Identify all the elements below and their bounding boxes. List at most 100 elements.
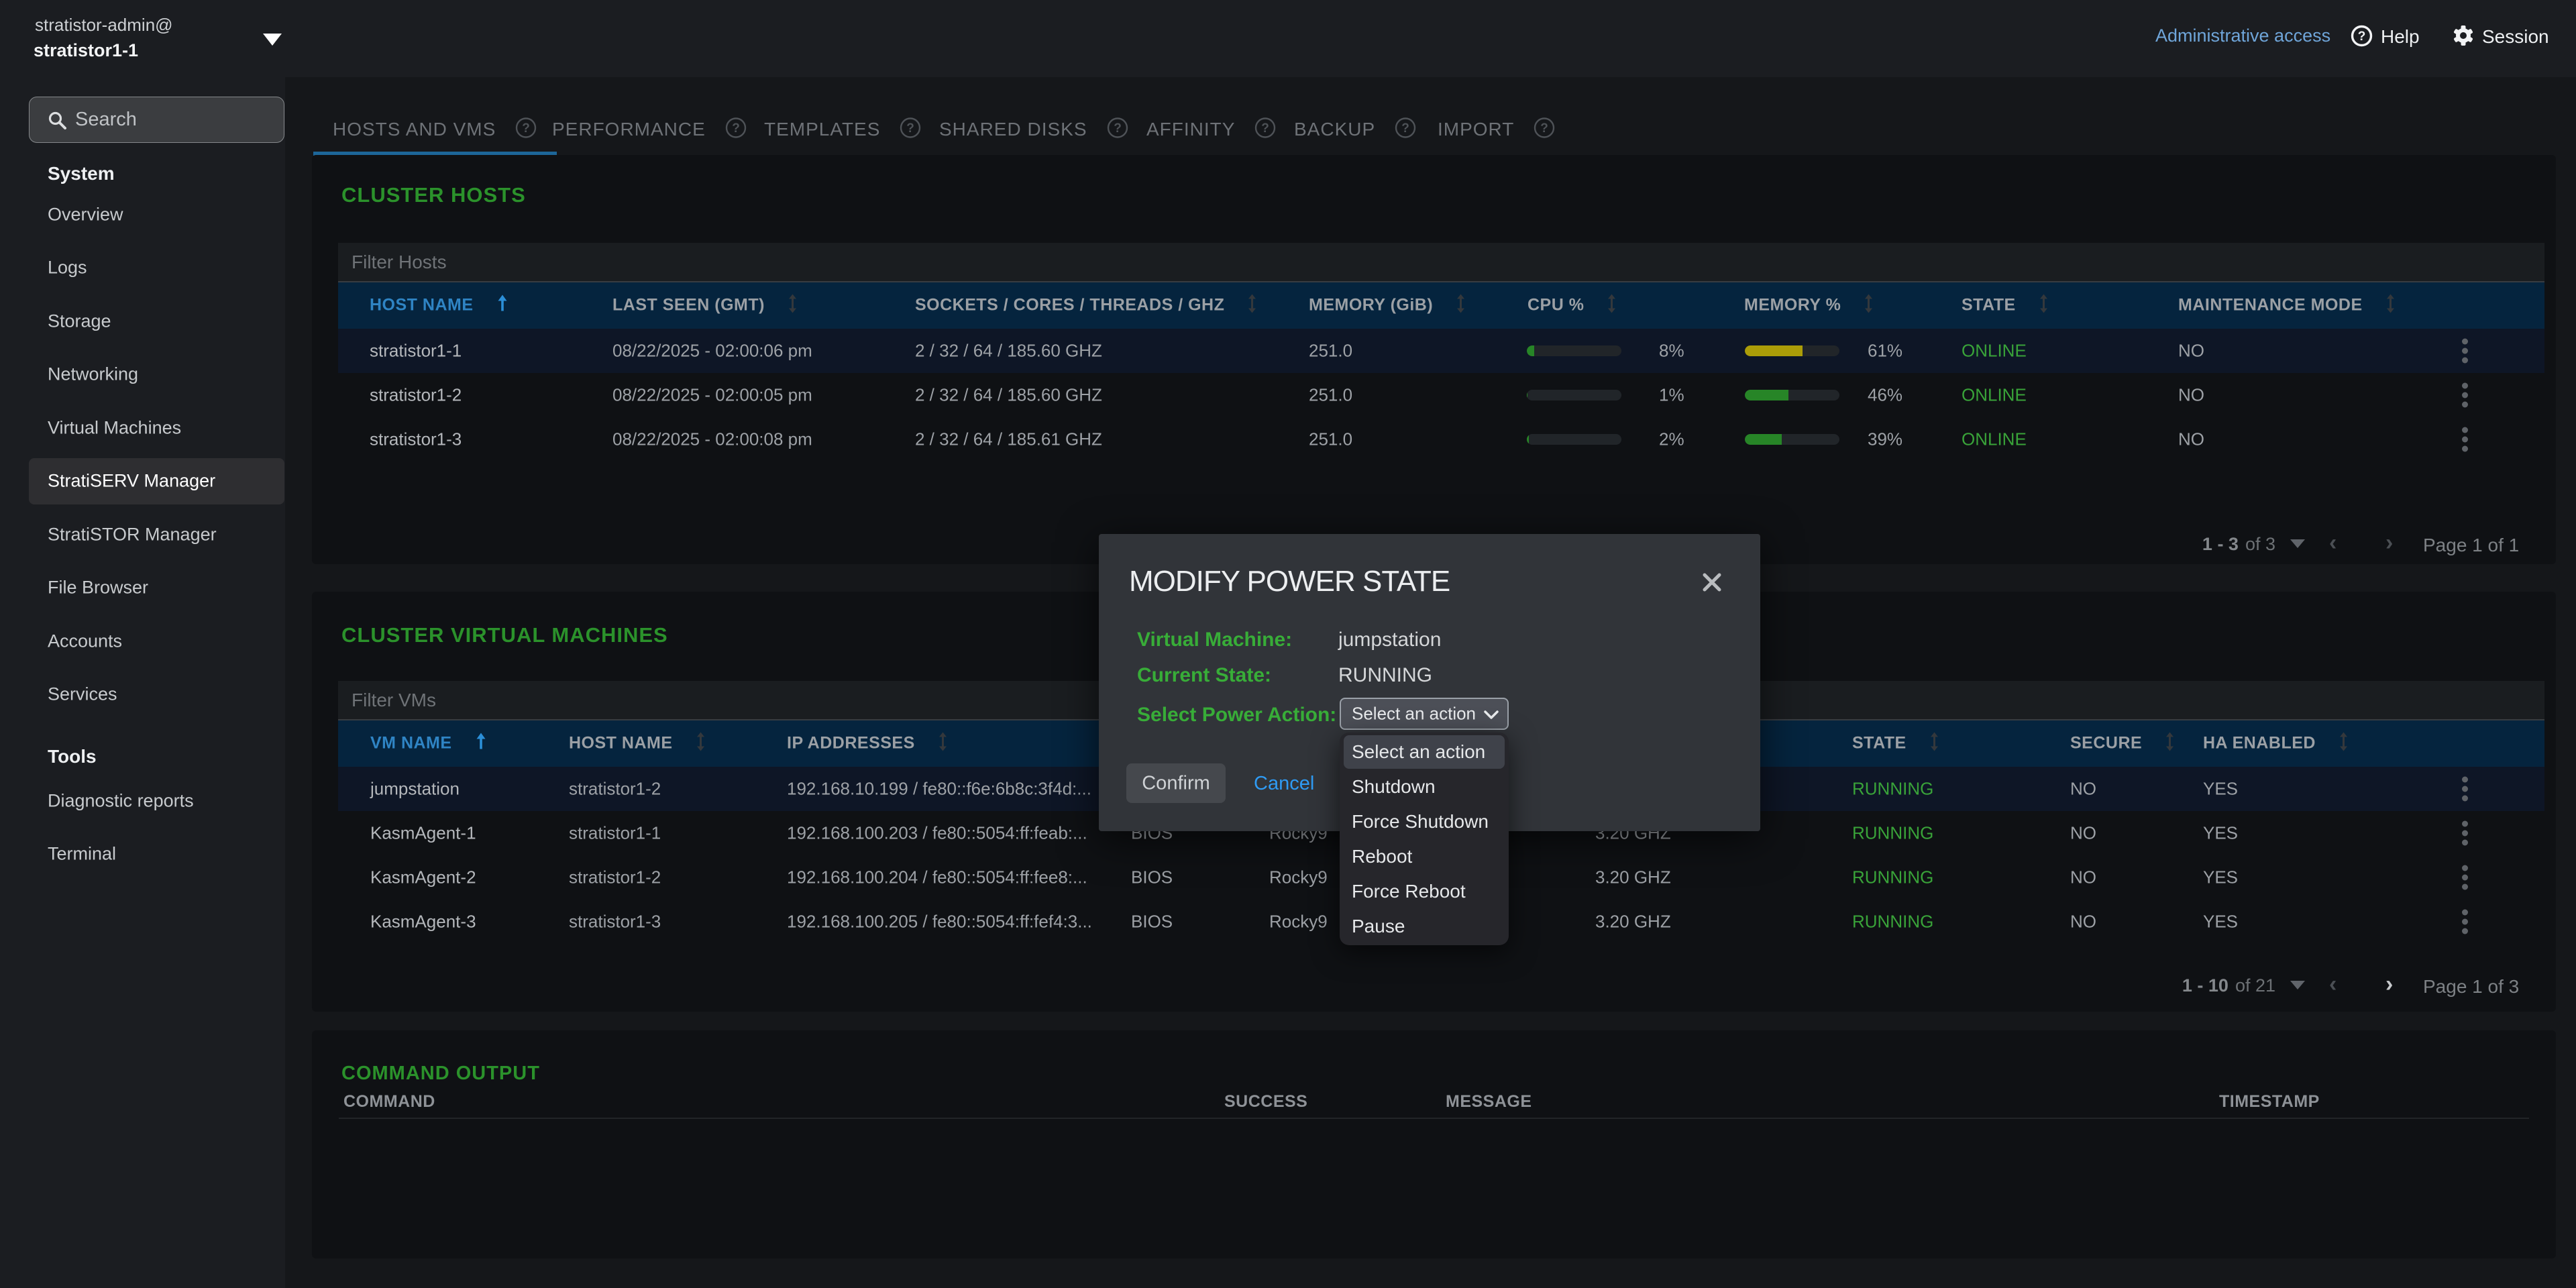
host-row-stratistor1-3[interactable]: stratistor1-3 08/22/2025 - 02:00:08 pm 2 /… — [338, 417, 2544, 462]
user-name: stratistor-admin@ — [35, 15, 173, 35]
column-header-vm-name[interactable]: VM NAME — [370, 733, 487, 755]
cpu-percent: 1% — [1659, 384, 1684, 405]
memory-percent: 46% — [1868, 384, 1903, 405]
close-icon[interactable] — [1700, 570, 1724, 594]
vm-row-KasmAgent-3[interactable]: KasmAgent-3 stratistor1-3 192.168.100.205 … — [338, 900, 2544, 944]
sidebar-item-virtual-machines[interactable]: Virtual Machines — [0, 405, 285, 451]
column-header-host-name[interactable]: HOST NAME — [569, 732, 706, 755]
sidebar-item-diagnostic-reports[interactable]: Diagnostic reports — [0, 777, 285, 824]
sidebar-item-label: System — [48, 163, 115, 184]
sidebar-item-stratiserv-manager[interactable]: StratiSERV Manager — [0, 458, 285, 504]
state-badge: ONLINE — [1962, 384, 2027, 405]
row-actions-kebab-icon[interactable] — [2462, 773, 2469, 805]
sidebar-item-terminal[interactable]: Terminal — [0, 830, 285, 877]
confirm-button[interactable]: Confirm — [1126, 763, 1226, 803]
sidebar-item-services[interactable]: Services — [0, 671, 285, 718]
help-label[interactable]: Help — [2381, 26, 2420, 47]
menu-item-reboot[interactable]: Reboot — [1344, 840, 1505, 873]
administrative-access-link[interactable]: Administrative access — [2155, 25, 2331, 46]
sidebar-item-storage[interactable]: Storage — [0, 298, 285, 345]
cell-ha: YES — [2203, 867, 2239, 888]
sidebar-item-stratistor-manager[interactable]: StratiSTOR Manager — [0, 511, 285, 558]
filter-hosts-input[interactable]: Filter Hosts — [338, 243, 2544, 281]
pagination-range: 1 - 10 of 21 — [2182, 975, 2275, 996]
sidebar-item-logs[interactable]: Logs — [0, 244, 285, 291]
previous-page-icon[interactable]: ‹ — [2329, 971, 2337, 997]
cell-vm: jumpstation — [370, 778, 460, 799]
column-header-state[interactable]: STATE — [1962, 294, 2049, 317]
menu-item-select-an-action[interactable]: Select an action — [1344, 735, 1505, 769]
sort-icon — [2039, 294, 2049, 317]
svg-text:?: ? — [907, 121, 915, 136]
next-page-icon[interactable]: › — [2385, 971, 2394, 997]
menu-item-label: Force Shutdown — [1352, 811, 1489, 832]
sort-icon — [1247, 294, 1257, 317]
tab-help-icon[interactable]: ? — [899, 117, 922, 143]
row-actions-kebab-icon[interactable] — [2462, 424, 2469, 455]
power-action-select-value: Select an action — [1352, 703, 1477, 724]
sidebar-item-networking[interactable]: Networking — [0, 351, 285, 398]
tab-help-icon[interactable]: ? — [515, 117, 537, 143]
sidebar-item-accounts[interactable]: Accounts — [0, 618, 285, 665]
cell-state: RUNNING — [1852, 778, 1934, 799]
command-column-header[interactable]: COMMAND — [343, 1092, 435, 1111]
column-header-state[interactable]: STATE — [1852, 732, 1939, 755]
row-actions-kebab-icon[interactable] — [2462, 818, 2469, 849]
gear-icon[interactable] — [2452, 24, 2475, 47]
next-page-icon[interactable]: › — [2385, 530, 2394, 555]
user-menu-caret-icon[interactable] — [263, 34, 282, 46]
column-header-sockets-cores-threads-ghz[interactable]: SOCKETS / CORES / THREADS / GHZ — [915, 294, 1257, 317]
column-header-memory-gib-[interactable]: MEMORY (GiB) — [1309, 294, 1466, 317]
tab-help-icon[interactable]: ? — [1394, 117, 1417, 143]
cell-sockets: 2 / 32 / 64 / 185.60 GHZ — [915, 340, 1102, 361]
menu-item-label: Shutdown — [1352, 776, 1436, 797]
command-column-header[interactable]: TIMESTAMP — [2219, 1092, 2320, 1111]
chevron-down-icon — [1484, 710, 1499, 719]
column-header-host-name[interactable]: HOST NAME — [370, 294, 508, 317]
sort-icon — [1929, 732, 1939, 755]
menu-item-pause[interactable]: Pause — [1344, 910, 1505, 943]
host-row-stratistor1-2[interactable]: stratistor1-2 08/22/2025 - 02:00:05 pm 2 /… — [338, 373, 2544, 417]
row-actions-kebab-icon[interactable] — [2462, 335, 2469, 367]
tab-help-icon[interactable]: ? — [1254, 117, 1277, 143]
column-header-last-seen-gmt-[interactable]: LAST SEEN (GMT) — [612, 294, 798, 317]
column-header-cpu-[interactable]: CPU % — [1527, 294, 1617, 317]
row-actions-kebab-icon[interactable] — [2462, 906, 2469, 938]
cell-state: RUNNING — [1852, 911, 1934, 932]
column-header-secure[interactable]: SECURE — [2070, 732, 2175, 755]
command-column-header[interactable]: SUCCESS — [1224, 1092, 1308, 1111]
tab-help-icon[interactable]: ? — [1533, 117, 1556, 143]
menu-item-force-shutdown[interactable]: Force Shutdown — [1344, 805, 1505, 839]
sidebar-item-file-browser[interactable]: File Browser — [0, 564, 285, 611]
column-header-ip-addresses[interactable]: IP ADDRESSES — [787, 732, 948, 755]
page-size-caret-icon[interactable] — [2290, 981, 2305, 989]
row-actions-kebab-icon[interactable] — [2462, 380, 2469, 411]
column-header-maintenance-mode[interactable]: MAINTENANCE MODE — [2178, 294, 2396, 317]
vm-row-KasmAgent-2[interactable]: KasmAgent-2 stratistor1-2 192.168.100.204 … — [338, 855, 2544, 900]
tab-help-icon[interactable]: ? — [724, 117, 747, 143]
page-size-caret-icon[interactable] — [2290, 539, 2305, 548]
menu-item-force-reboot[interactable]: Force Reboot — [1344, 875, 1505, 908]
session-label[interactable]: Session — [2482, 26, 2549, 47]
search-input[interactable]: Search — [29, 97, 284, 143]
column-header-memory-[interactable]: MEMORY % — [1744, 294, 1874, 317]
cell-ha: YES — [2203, 911, 2239, 932]
tab-help-icon[interactable]: ? — [1106, 117, 1129, 143]
host-row-stratistor1-1[interactable]: stratistor1-1 08/22/2025 - 02:00:06 pm 2 /… — [338, 329, 2544, 373]
cell-firmware: BIOS — [1131, 911, 1173, 932]
sort-icon — [2339, 732, 2349, 755]
menu-item-label: Select an action — [1352, 741, 1486, 762]
previous-page-icon[interactable]: ‹ — [2329, 530, 2337, 555]
sidebar-item-overview[interactable]: Overview — [0, 191, 285, 238]
cell-vm: KasmAgent-2 — [370, 867, 476, 888]
cancel-button[interactable]: Cancel — [1254, 773, 1315, 794]
menu-item-shutdown[interactable]: Shutdown — [1344, 770, 1505, 804]
command-column-header[interactable]: MESSAGE — [1446, 1092, 1532, 1111]
power-action-select[interactable]: Select an action — [1340, 698, 1509, 730]
column-header-ha-enabled[interactable]: HA ENABLED — [2203, 732, 2349, 755]
row-actions-kebab-icon[interactable] — [2462, 862, 2469, 894]
tab-label: SHARED DISKS — [939, 119, 1087, 140]
cell-host: stratistor1-2 — [370, 384, 462, 405]
help-icon[interactable]: ? — [2351, 25, 2373, 47]
